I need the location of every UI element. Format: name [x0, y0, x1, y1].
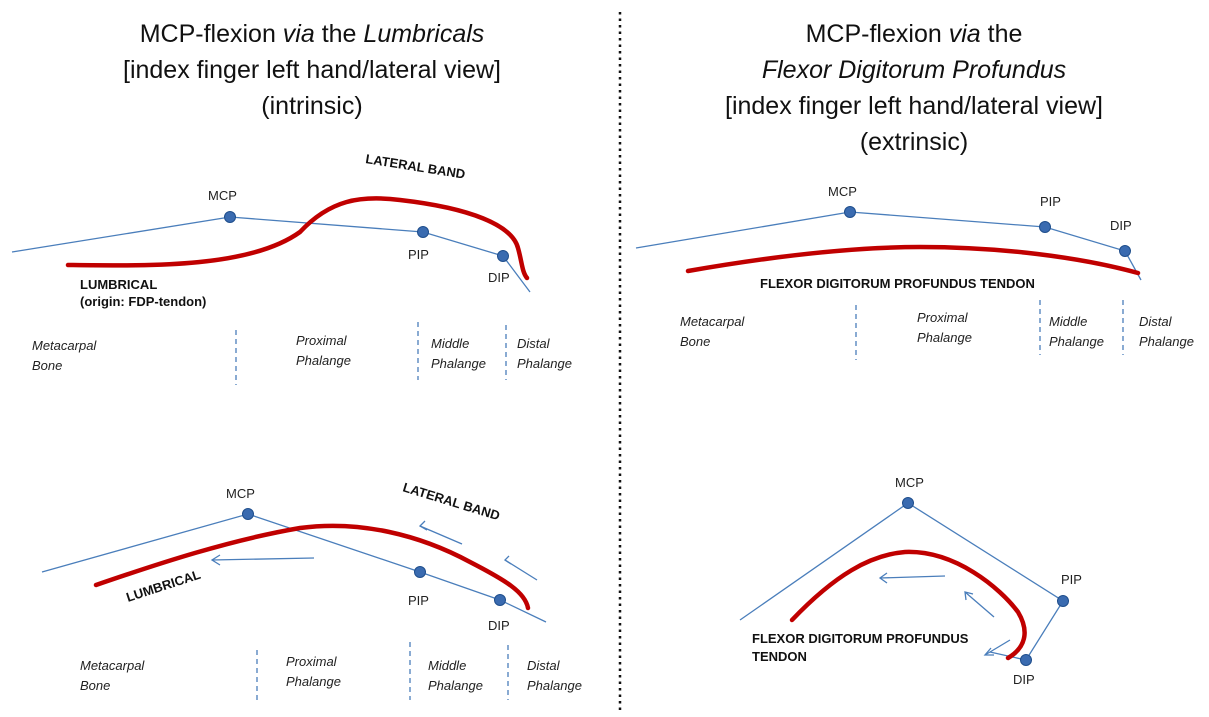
fdp-tendon-label-line1: FLEXOR DIGITORUM PROFUNDUS	[752, 631, 969, 646]
mcp-joint	[224, 211, 236, 223]
metacarpal-label: Bone	[680, 334, 710, 349]
lateral-band-label: LATERAL BAND	[365, 151, 467, 182]
metacarpal-label: Metacarpal	[32, 338, 97, 353]
proximal-label: Phalange	[286, 674, 341, 689]
metacarpal-label: Bone	[32, 358, 62, 373]
proximal-label: Phalange	[917, 330, 972, 345]
mcp-joint	[242, 508, 254, 520]
dip-label: DIP	[1013, 672, 1035, 687]
middle-label: Phalange	[431, 356, 486, 371]
mcp-label: MCP	[895, 475, 924, 490]
middle-label: Phalange	[428, 678, 483, 693]
mcp-label: MCP	[208, 188, 237, 203]
lumbrical-origin-label: (origin: FDP-tendon)	[80, 294, 206, 309]
pip-label: PIP	[408, 247, 429, 262]
left-title-line3: (intrinsic)	[261, 92, 362, 120]
proximal-label: Phalange	[296, 353, 351, 368]
right-title-line3: [index finger left hand/lateral view]	[725, 92, 1103, 120]
dip-joint	[494, 594, 506, 606]
lumbrical-lateral-band	[65, 196, 530, 281]
fdp-tendon-label: FLEXOR DIGITORUM PROFUNDUS TENDON	[760, 276, 1035, 291]
mcp-label: MCP	[226, 486, 255, 501]
pip-label: PIP	[1040, 194, 1061, 209]
pip-label: PIP	[408, 593, 429, 608]
middle-label: Middle	[431, 336, 469, 351]
left-title-line2: [index finger left hand/lateral view]	[123, 56, 501, 84]
pip-label: PIP	[1061, 572, 1082, 587]
pip-joint	[1057, 595, 1069, 607]
distal-label: Distal	[1139, 314, 1173, 329]
proximal-label: Proximal	[296, 333, 348, 348]
fdp-tendon-label-line2: TENDON	[752, 649, 807, 664]
proximal-label: Proximal	[286, 654, 338, 669]
distal-label: Distal	[517, 336, 551, 351]
diagram-lumbrical-flexed: MCP PIP DIP LATERAL BAND LUMBRICAL Metac…	[41, 480, 582, 700]
distal-label: Phalange	[527, 678, 582, 693]
fdp-tendon	[685, 244, 1141, 276]
dip-joint	[1020, 654, 1032, 666]
fdp-tendon	[789, 549, 1027, 661]
lateral-band-label: LATERAL BAND	[401, 480, 502, 524]
mcp-joint	[902, 497, 914, 509]
diagram-fdp-flexed: MCP PIP DIP FLEXOR DIGITORUM PROFUNDUS T…	[739, 475, 1082, 687]
right-title-line1: MCP-flexion via the	[806, 20, 1023, 48]
middle-label: Middle	[428, 658, 466, 673]
pip-joint	[1039, 221, 1051, 233]
metacarpal-label: Metacarpal	[680, 314, 745, 329]
metacarpal-label: Bone	[80, 678, 110, 693]
lumbrical-lateral-band	[93, 523, 531, 611]
dip-joint	[497, 250, 509, 262]
distal-label: Distal	[527, 658, 561, 673]
dip-label: DIP	[1110, 218, 1132, 233]
left-title-line1: MCP-flexion via the Lumbricals	[140, 20, 485, 48]
mcp-label: MCP	[828, 184, 857, 199]
distal-label: Phalange	[1139, 334, 1194, 349]
dip-label: DIP	[488, 618, 510, 633]
diagram-fdp-extended: MCP PIP DIP FLEXOR DIGITORUM PROFUNDUS T…	[635, 184, 1194, 360]
right-title-line4: (extrinsic)	[860, 128, 968, 156]
middle-label: Middle	[1049, 314, 1087, 329]
direction-arrows	[210, 520, 538, 581]
dip-label: DIP	[488, 270, 510, 285]
distal-label: Phalange	[517, 356, 572, 371]
mcp-joint	[844, 206, 856, 218]
lumbrical-label: LUMBRICAL	[80, 277, 157, 292]
metacarpal-label: Metacarpal	[80, 658, 145, 673]
diagram-lumbrical-extended: MCP PIP DIP LATERAL BAND LUMBRICAL (orig…	[11, 151, 572, 385]
direction-arrows	[878, 572, 1011, 656]
pip-joint	[417, 226, 429, 238]
middle-label: Phalange	[1049, 334, 1104, 349]
dip-joint	[1119, 245, 1131, 257]
proximal-label: Proximal	[917, 310, 969, 325]
right-title-line2: Flexor Digitorum Profundus	[762, 56, 1066, 84]
pip-joint	[414, 566, 426, 578]
